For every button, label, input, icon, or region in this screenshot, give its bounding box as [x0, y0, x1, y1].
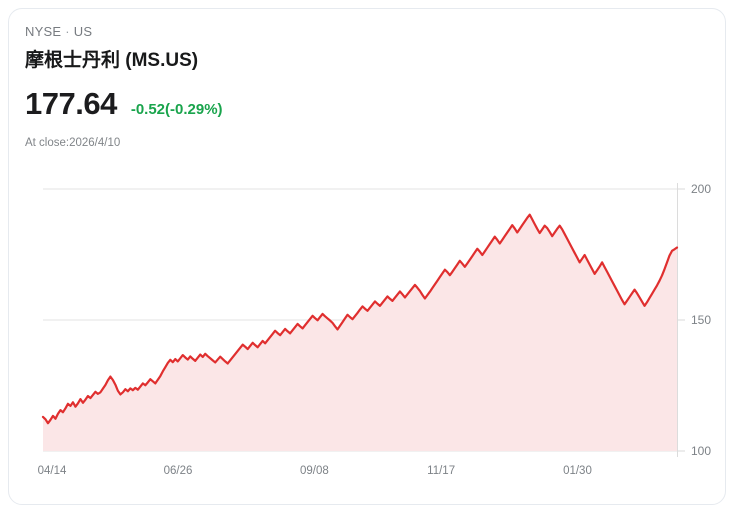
quote-header: NYSE · US 摩根士丹利 (MS.US) 177.64 -0.52(-0.29…: [25, 23, 685, 151]
y-axis-labels: 100 150 200: [691, 182, 711, 458]
chart-area-fill: [43, 214, 677, 451]
price-chart-svg[interactable]: 100 150 200 04/14 06/26 09/08 11/17 01/30: [9, 169, 725, 489]
chart-line: [41, 213, 679, 425]
x-tick-label-09-08: 09/08: [300, 465, 329, 477]
market-status-text: At close:2026/4/10: [25, 137, 121, 149]
y-tick-label-150: 150: [691, 313, 711, 327]
stock-quote-card: NYSE · US 摩根士丹利 (MS.US) 177.64 -0.52(-0.29…: [8, 8, 726, 505]
separator-dot: ·: [65, 24, 70, 39]
x-tick-label-01-30: 01/30: [563, 465, 592, 477]
exchange-region-row: NYSE · US: [25, 23, 685, 41]
y-tick-label-200: 200: [691, 182, 711, 196]
x-tick-label-06-26: 06/26: [164, 465, 193, 477]
x-tick-label-04-14: 04/14: [38, 465, 67, 477]
y-tick-label-100: 100: [691, 444, 711, 458]
price-change: -0.52(-0.29%): [130, 101, 223, 118]
chart-ticks: [677, 188, 685, 452]
x-axis-labels: 04/14 06/26 09/08 11/17 01/30: [38, 465, 592, 477]
price-row: 177.64 -0.52(-0.29%): [25, 86, 685, 122]
page-title: 摩根士丹利 (MS.US): [25, 50, 199, 71]
region-label: US: [73, 24, 93, 39]
x-tick-label-11-17: 11/17: [427, 465, 455, 477]
price-chart[interactable]: 100 150 200 04/14 06/26 09/08 11/17 01/30: [9, 169, 725, 489]
exchange-label: NYSE: [25, 24, 62, 39]
current-price: 177.64: [25, 86, 117, 121]
